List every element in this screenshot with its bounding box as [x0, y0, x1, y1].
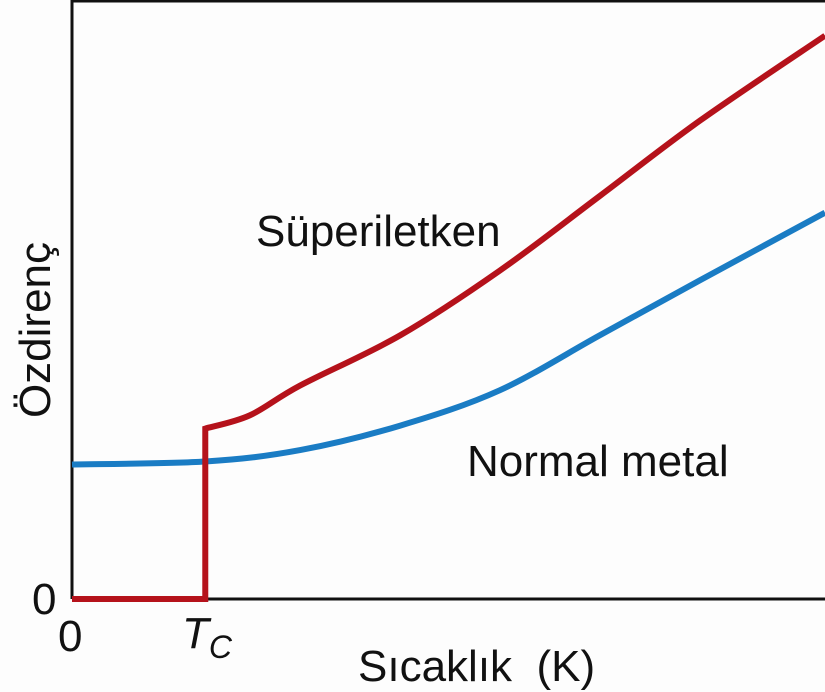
y-axis-label: Özdirenç — [11, 241, 60, 419]
x-tick-label-0: 0 — [58, 612, 83, 661]
tc-symbol: T — [182, 609, 209, 658]
series-line-normal-metal — [71, 210, 825, 468]
series-label-normal-metal: Normal metal — [467, 437, 729, 486]
y-tick-label: 0 — [32, 575, 57, 624]
series-line-superconductor — [72, 33, 825, 602]
tc-subscript: C — [208, 628, 232, 665]
series-label-superconductor: Süperiletken — [256, 207, 501, 256]
y-axis — [70, 0, 825, 599]
x-tick-label-tc: TC — [182, 612, 232, 663]
x-axis-label: Sıcaklık (K) — [358, 642, 596, 691]
